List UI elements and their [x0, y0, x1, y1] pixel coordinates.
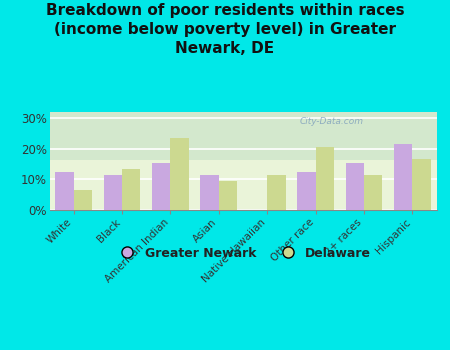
Legend: Greater Newark, Delaware: Greater Newark, Delaware — [110, 241, 376, 265]
Bar — [315, 147, 334, 210]
Bar — [171, 138, 189, 210]
Bar — [267, 175, 286, 210]
Bar — [104, 175, 122, 210]
Text: Breakdown of poor residents within races
(income below poverty level) in Greater: Breakdown of poor residents within races… — [46, 4, 404, 56]
Bar — [412, 160, 431, 210]
Bar — [122, 169, 140, 210]
Bar — [394, 144, 412, 210]
Text: City-Data.com: City-Data.com — [300, 117, 364, 126]
Bar — [74, 190, 92, 210]
Bar — [152, 162, 171, 210]
Bar — [364, 175, 382, 210]
Bar — [346, 162, 364, 210]
Bar — [297, 172, 315, 210]
Bar — [55, 172, 74, 210]
Bar — [200, 175, 219, 210]
Bar — [219, 181, 237, 210]
